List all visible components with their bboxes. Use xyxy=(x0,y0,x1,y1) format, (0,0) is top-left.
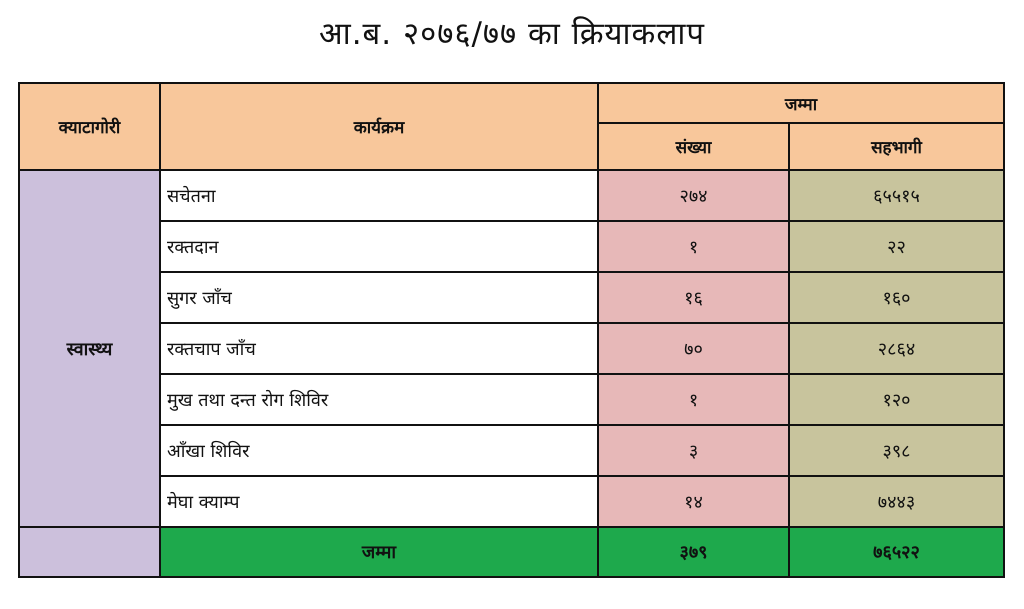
count-cell: ७० xyxy=(597,322,790,375)
program-cell: रक्तचाप जाँच xyxy=(159,322,599,375)
category-cell-spacer xyxy=(18,526,161,578)
table-row: आँखा शिविर ३ ३९८ xyxy=(19,424,1005,477)
category-cell: स्वास्थ्य xyxy=(18,169,161,528)
count-cell: २७४ xyxy=(597,169,790,222)
table-row: सुगर जाँच १६ १६० xyxy=(19,271,1005,324)
count-cell: ३ xyxy=(597,424,790,477)
program-cell: रक्तदान xyxy=(159,220,599,273)
participants-cell: ७४४३ xyxy=(788,475,1005,528)
program-cell: सुगर जाँच xyxy=(159,271,599,324)
program-cell: मेघा क्याम्प xyxy=(159,475,599,528)
header-total-group: जम्मा xyxy=(597,82,1005,124)
header-program: कार्यक्रम xyxy=(159,82,599,171)
count-cell: १ xyxy=(597,373,790,426)
program-cell: मुख तथा दन्त रोग शिविर xyxy=(159,373,599,426)
participants-cell: ६५५१५ xyxy=(788,169,1005,222)
program-cell: आँखा शिविर xyxy=(159,424,599,477)
participants-cell: ३९८ xyxy=(788,424,1005,477)
participants-cell: १६० xyxy=(788,271,1005,324)
count-cell: १ xyxy=(597,220,790,273)
total-row: जम्मा ३७९ ७६५२२ xyxy=(18,526,1005,578)
page-title: आ.ब. २०७६/७७ का क्रियाकलाप xyxy=(319,16,705,52)
header-participants: सहभागी xyxy=(788,122,1005,171)
table-row: रक्तदान १ २२ xyxy=(19,220,1005,273)
header-category: क्याटागोरी xyxy=(18,82,161,171)
header-count: संख्या xyxy=(597,122,790,171)
participants-cell: २८६४ xyxy=(788,322,1005,375)
participants-cell: १२० xyxy=(788,373,1005,426)
table-row: स्वास्थ्य सचेतना २७४ ६५५१५ xyxy=(18,169,1005,528)
table-row: मुख तथा दन्त रोग शिविर १ १२० xyxy=(19,373,1005,426)
count-cell: १४ xyxy=(597,475,790,528)
program-cell: सचेतना xyxy=(159,169,599,222)
activities-table: क्याटागोरी कार्यक्रम जम्मा संख्या सहभागी… xyxy=(18,82,1005,578)
table-row: रक्तचाप जाँच ७० २८६४ xyxy=(19,322,1005,375)
total-label: जम्मा xyxy=(159,526,599,578)
total-participants: ७६५२२ xyxy=(788,526,1005,578)
count-cell: १६ xyxy=(597,271,790,324)
participants-cell: २२ xyxy=(788,220,1005,273)
table-row: मेघा क्याम्प १४ ७४४३ xyxy=(19,475,1005,528)
total-count: ३७९ xyxy=(597,526,790,578)
